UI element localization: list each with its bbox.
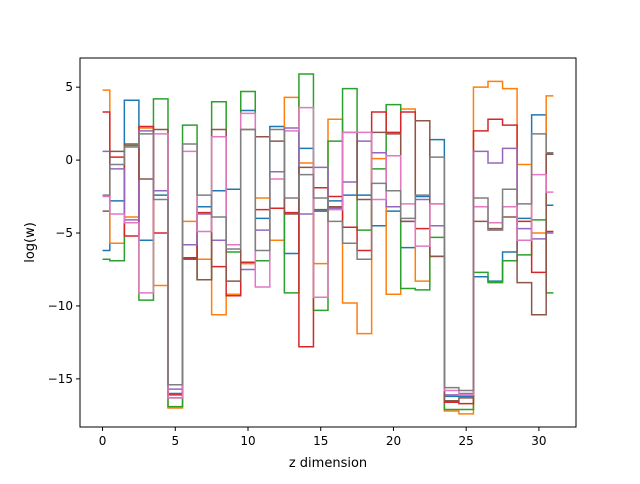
x-tick-label: 25 xyxy=(459,434,474,448)
x-tick-label: 5 xyxy=(171,434,179,448)
ticks-layer: 0 5 10 15 20 25 30 −15 −10 −5 0 5 xyxy=(48,80,547,448)
series-line-1 xyxy=(102,99,554,398)
series-layer xyxy=(102,73,554,415)
series-line-5 xyxy=(102,127,554,396)
x-axis-label: z dimension xyxy=(289,456,367,471)
series-line-8 xyxy=(102,128,554,392)
x-tick-label: 10 xyxy=(240,434,255,448)
x-tick-label: 0 xyxy=(99,434,107,448)
series-line-7 xyxy=(102,106,554,399)
plot-frame xyxy=(79,57,577,428)
y-tick-label: 0 xyxy=(65,153,73,167)
y-tick-label: −15 xyxy=(48,372,73,386)
x-tick-label: 15 xyxy=(313,434,328,448)
y-tick-label: −5 xyxy=(55,226,73,240)
y-tick-label: 5 xyxy=(65,80,73,94)
x-tick-label: 20 xyxy=(386,434,401,448)
y-axis-label: log(w) xyxy=(23,222,38,263)
y-tick-label: −10 xyxy=(48,299,73,313)
x-tick-label: 30 xyxy=(531,434,546,448)
series-line-3 xyxy=(102,73,554,411)
